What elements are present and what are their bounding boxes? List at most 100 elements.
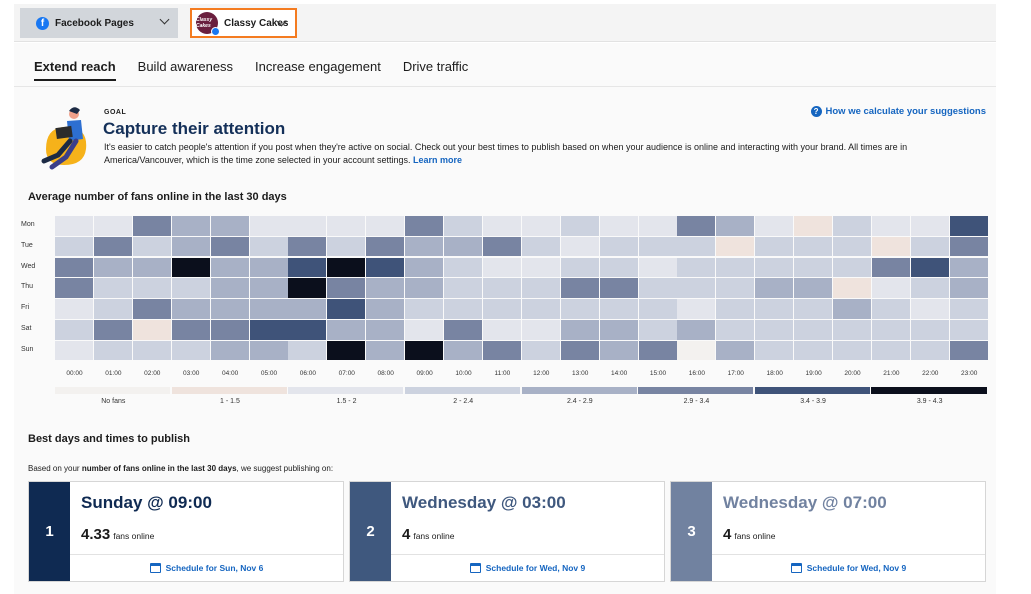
- heatmap-cell: [132, 278, 171, 298]
- heatmap-cell: [171, 278, 210, 298]
- heatmap-cell: [521, 320, 560, 340]
- goal-description-text: It's easier to catch people's attention …: [104, 142, 908, 165]
- heatmap-cell: [132, 299, 171, 319]
- heatmap-cell: [210, 216, 249, 236]
- chevron-down-icon: [159, 14, 170, 25]
- legend-label: 1 - 1.5: [220, 398, 240, 405]
- hour-label: 03:00: [183, 370, 200, 377]
- heatmap-cell: [288, 299, 327, 319]
- fans-unit: fans online: [113, 531, 155, 541]
- hour-label: 06:00: [299, 370, 317, 377]
- hour-label: 11:00: [494, 370, 511, 377]
- heatmap-cell: [366, 257, 405, 278]
- heatmap-cell: [677, 320, 716, 340]
- goal-label: GOAL: [104, 109, 127, 116]
- heatmap-cell: [444, 236, 482, 257]
- legend-label: 3.9 - 4.3: [916, 398, 943, 405]
- heatmap-cell: [366, 236, 405, 257]
- suggestion-card-3: 3 Wednesday @ 07:00 4 fans online Schedul…: [670, 481, 986, 582]
- heatmap-cell: [599, 299, 638, 319]
- heatmap-cell: [677, 216, 716, 236]
- heatmap-cell: [210, 320, 249, 340]
- hour-label: 10:00: [455, 370, 472, 377]
- schedule-label: Schedule for Wed, Nov 9: [485, 563, 586, 573]
- subtitle-suffix: , we suggest publishing on:: [236, 464, 334, 473]
- schedule-button[interactable]: Schedule for Wed, Nov 9: [712, 554, 985, 581]
- heatmap-cell: [871, 257, 910, 278]
- best-times-title: Best days and times to publish: [28, 433, 190, 445]
- heatmap-cell: [482, 340, 521, 361]
- heatmap-cell: [521, 278, 560, 298]
- heatmap-cell: [716, 278, 755, 298]
- hour-label: 16:00: [688, 370, 706, 377]
- how-we-calculate-link[interactable]: ? How we calculate your suggestions: [810, 106, 986, 117]
- hour-label: 22:00: [922, 370, 939, 377]
- heatmap-cell: [288, 257, 327, 278]
- heatmap-cell: [755, 216, 794, 236]
- day-label: Sat: [21, 325, 32, 332]
- heatmap-cell: [288, 340, 327, 361]
- legend-swatch: [171, 387, 287, 394]
- legend-label: 3.4 - 3.9: [800, 398, 826, 405]
- heatmap-cell: [560, 257, 599, 278]
- fans-count: 4: [723, 526, 732, 543]
- heatmap-cell: [482, 257, 521, 278]
- heatmap-cell: [521, 236, 560, 257]
- heatmap-cell: [755, 278, 794, 298]
- heatmap-cell: [55, 320, 93, 340]
- heatmap-cell: [677, 299, 716, 319]
- legend-label: 1.5 - 2: [336, 398, 357, 405]
- tab-increase-engagement[interactable]: Increase engagement: [255, 59, 381, 74]
- person-with-laptop-illustration: [41, 107, 87, 170]
- network-select[interactable]: f Facebook Pages: [20, 8, 178, 38]
- heatmap-cell: [482, 320, 521, 340]
- tab-drive-traffic[interactable]: Drive traffic: [402, 59, 469, 74]
- heatmap-cell: [327, 278, 366, 298]
- heatmap-cell: [716, 236, 755, 257]
- heatmap-cell: [327, 299, 366, 319]
- heatmap-cell: [833, 216, 871, 236]
- heatmap-cell: [716, 340, 755, 361]
- heatmap-cell: [93, 216, 132, 236]
- heatmap-cell: [405, 278, 444, 298]
- suggestion-card-2: 2 Wednesday @ 03:00 4 fans online Schedul…: [349, 481, 665, 582]
- heatmap-cell: [871, 216, 910, 236]
- heatmap-cell: [910, 257, 949, 278]
- heatmap-cell: [560, 340, 599, 361]
- heatmap-cell: [444, 278, 482, 298]
- heatmap-cell: [93, 320, 132, 340]
- heatmap-cell: [560, 299, 599, 319]
- heatmap-cell: [521, 340, 560, 361]
- hour-label: 00:00: [66, 370, 83, 377]
- hour-label: 15:00: [649, 370, 667, 377]
- heatmap-cell: [366, 299, 405, 319]
- heatmap-cell: [249, 236, 288, 257]
- heatmap-cell: [405, 236, 444, 257]
- heatmap-cell: [871, 320, 910, 340]
- tab-extend-reach[interactable]: Extend reach: [34, 59, 116, 81]
- heatmap-cell: [55, 340, 93, 361]
- heatmap-cell: [560, 236, 599, 257]
- heatmap-cell: [288, 236, 327, 257]
- hour-label: 20:00: [844, 370, 861, 377]
- heatmap-cell: [444, 320, 482, 340]
- top-bar: f Facebook Pages Classy Cakes Classy Cak…: [14, 4, 996, 42]
- schedule-button[interactable]: Schedule for Wed, Nov 9: [391, 554, 664, 581]
- heatmap-cell: [949, 216, 988, 236]
- heatmap-cell: [327, 216, 366, 236]
- schedule-button[interactable]: Schedule for Sun, Nov 6: [70, 554, 343, 581]
- heatmap-cell: [677, 257, 716, 278]
- heatmap-cell: [249, 216, 288, 236]
- learn-more-link[interactable]: Learn more: [413, 154, 463, 165]
- heatmap-cell: [210, 236, 249, 257]
- account-select[interactable]: Classy Cakes Classy Cakes: [190, 8, 297, 38]
- heatmap-cell: [521, 257, 560, 278]
- tab-build-awareness[interactable]: Build awareness: [137, 59, 234, 74]
- heatmap-cell: [677, 236, 716, 257]
- heatmap-cell: [93, 257, 132, 278]
- heatmap-cell: [755, 320, 794, 340]
- heatmap-cell: [677, 340, 716, 361]
- rank-badge: 3: [671, 482, 712, 581]
- heatmap-cell: [599, 320, 638, 340]
- heatmap-cell: [405, 299, 444, 319]
